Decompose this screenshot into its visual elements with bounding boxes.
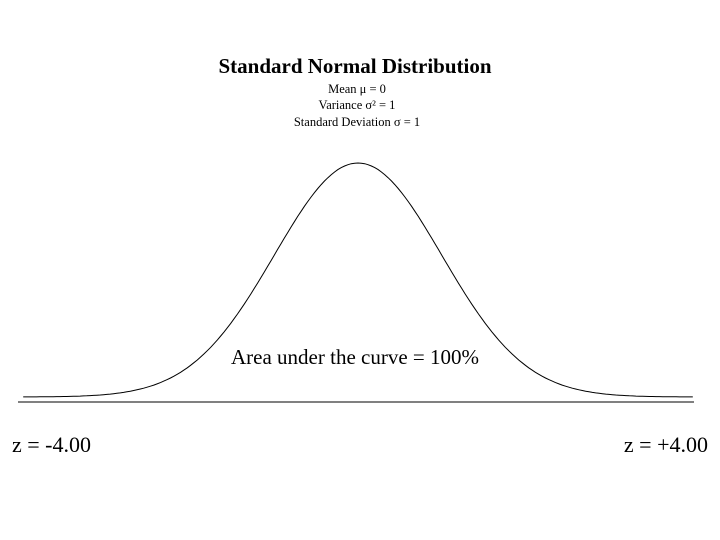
title: Standard Normal Distribution — [218, 54, 491, 78]
right-label: z = +4.00 — [624, 432, 708, 457]
curve — [23, 162, 693, 398]
parameter: Variance σ² = 1 — [319, 98, 396, 112]
area-label: Area under the curve = 100% — [231, 345, 479, 369]
left-label: z = -4.00 — [12, 432, 91, 457]
parameter: Mean μ = 0 — [328, 82, 386, 96]
parameter: Standard Deviation σ = 1 — [294, 115, 420, 129]
